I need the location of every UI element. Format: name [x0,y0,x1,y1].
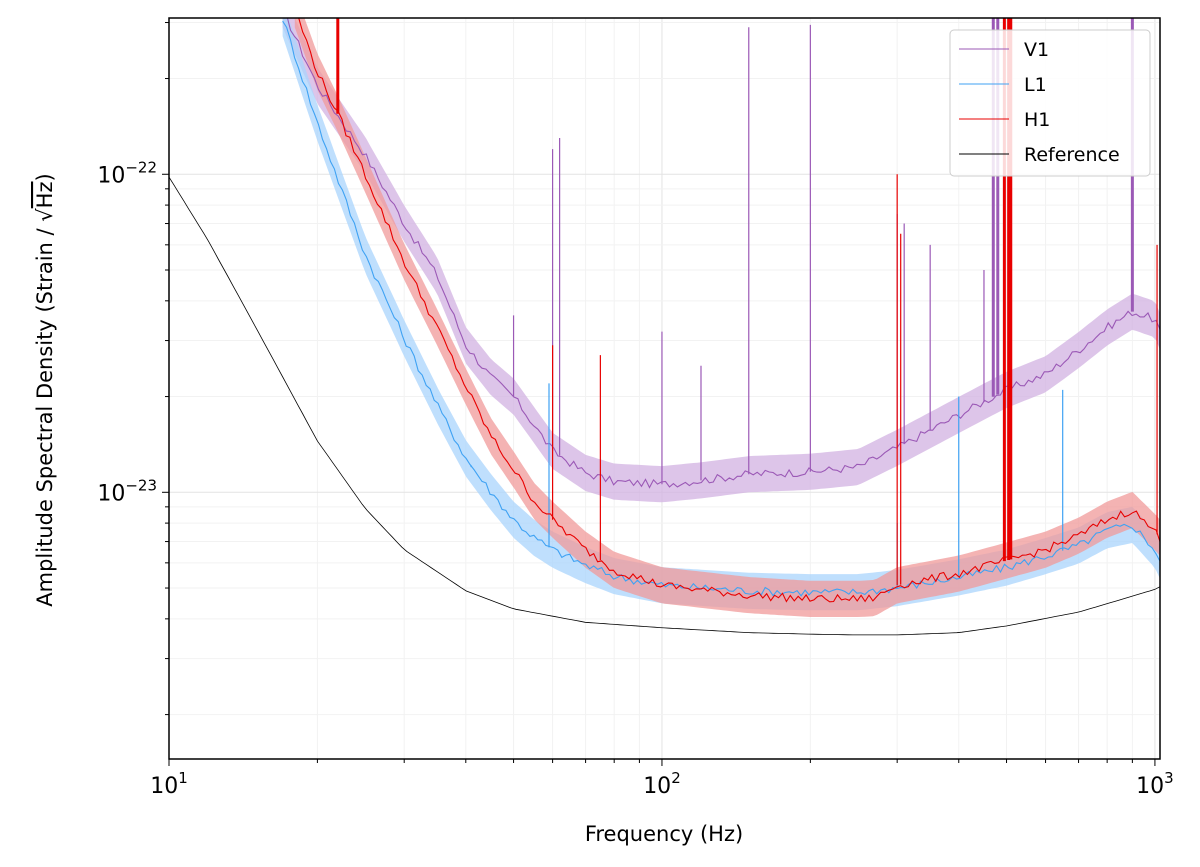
sqrt-sign: √ [33,208,57,222]
x-tick-label: 102 [643,769,681,799]
legend-label-h1: H1 [1024,109,1050,131]
y-tick-label: 10−23 [97,476,157,506]
band-v1 [282,18,1160,503]
y-axis-label: Amplitude Spectral Density (Strain / √Hz… [33,173,57,606]
y-axis-label-suffix: ) [33,173,57,181]
y-axis-label-prefix: Amplitude Spectral Density (Strain / [33,222,57,607]
plot-frame [168,17,1161,760]
line-v1 [286,18,1160,489]
x-tick-label: 103 [1136,769,1174,799]
line-h1 [298,18,1160,603]
line-reference [169,176,1160,636]
y-axis-label-radicand: Hz [33,181,57,208]
y-tick-label: 10−22 [97,158,157,188]
legend-label-reference: Reference [1024,144,1120,166]
legend-label-l1: L1 [1024,74,1047,96]
svg-text:Amplitude Spectral Density (St: Amplitude Spectral Density (Strain / √Hz… [33,173,57,606]
x-tick-label: 101 [150,769,188,799]
legend: V1 L1 H1 Reference [949,29,1151,177]
legend-box [949,29,1151,177]
line-l1 [282,20,1160,597]
legend-label-v1: V1 [1024,39,1049,61]
x-axis-label: Frequency (Hz) [585,822,743,846]
axis-ticks: 101 102 103 10−23 10−22 [97,22,1174,799]
series-lines [169,18,1160,636]
